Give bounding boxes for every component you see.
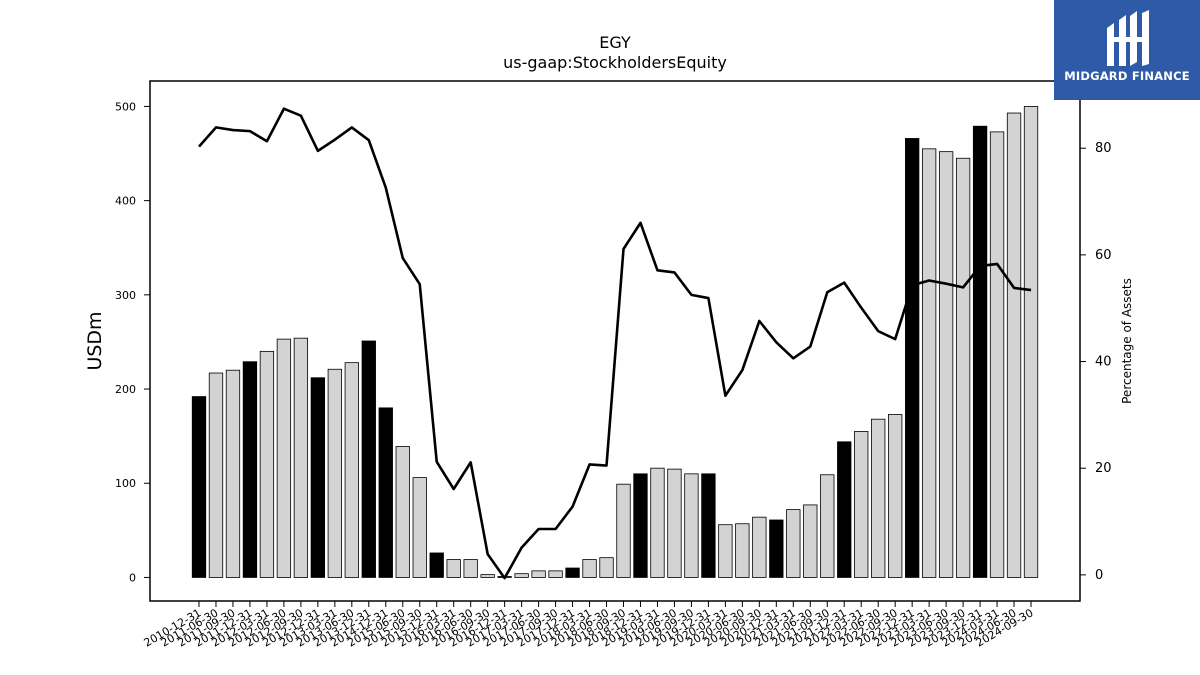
bar-2024-06-30 bbox=[1006, 112, 1022, 578]
bar-2021-12-31 bbox=[837, 441, 852, 578]
bar-2017-09-30 bbox=[548, 570, 563, 578]
y2-tick-label: 80 bbox=[1095, 141, 1112, 156]
y-tick-label: 300 bbox=[115, 289, 136, 302]
brand-badge: MIDGARD FINANCE bbox=[1054, 0, 1200, 100]
bar-2022-09-30 bbox=[888, 414, 903, 578]
bar-2018-09-30 bbox=[616, 483, 631, 578]
y2-tick-label: 60 bbox=[1095, 248, 1112, 263]
bar-2023-09-30 bbox=[955, 157, 971, 578]
bar-2017-12-31 bbox=[565, 567, 580, 578]
bar-2011-12-31 bbox=[242, 361, 258, 578]
y-tick-label: 100 bbox=[115, 477, 136, 490]
bar-2013-03-31 bbox=[327, 368, 342, 578]
y-tick-label: 500 bbox=[115, 100, 136, 113]
brand-name: MIDGARD FINANCE bbox=[1064, 69, 1190, 83]
bar-2020-09-30 bbox=[752, 516, 767, 578]
y-axis-left: 0 100 200 300 400 500 bbox=[115, 100, 150, 584]
bar-2018-12-31 bbox=[633, 473, 648, 578]
bar-2015-12-31 bbox=[429, 552, 444, 578]
plot-frame bbox=[149, 80, 1081, 602]
bar-2010-12-31 bbox=[191, 396, 207, 578]
bar-2020-06-30 bbox=[735, 523, 750, 578]
bar-2013-12-31 bbox=[361, 340, 376, 578]
y-tick-label: 200 bbox=[115, 383, 136, 396]
bar-2020-03-31 bbox=[718, 524, 733, 578]
bar-2019-03-31 bbox=[650, 467, 665, 578]
bar-2016-09-30 bbox=[480, 574, 495, 578]
y-tick-label: 0 bbox=[129, 571, 136, 584]
bar-2022-03-31 bbox=[854, 431, 869, 578]
bar-2021-09-30 bbox=[820, 474, 835, 578]
chart-title: EGY bbox=[599, 33, 631, 52]
bar-2011-06-30 bbox=[208, 372, 224, 578]
bar-2013-06-30 bbox=[344, 362, 359, 578]
bar-2022-12-31 bbox=[905, 138, 920, 578]
bar-2023-12-31 bbox=[972, 125, 988, 578]
bar-2019-09-30 bbox=[684, 473, 699, 578]
bar-2020-12-31 bbox=[769, 519, 784, 578]
bar-2021-06-30 bbox=[803, 504, 818, 578]
bar-2024-03-31 bbox=[989, 131, 1005, 578]
bar-2012-06-30 bbox=[276, 338, 292, 578]
percentage-line bbox=[198, 107, 1032, 580]
bar-2011-09-30 bbox=[225, 369, 241, 578]
bar-2017-03-31 bbox=[514, 573, 529, 578]
y-tick-label: 400 bbox=[115, 195, 136, 208]
bar-2022-06-30 bbox=[871, 418, 886, 578]
bar-2012-09-30 bbox=[293, 337, 309, 578]
bar-2014-12-31 bbox=[378, 407, 393, 578]
bar-2012-12-31 bbox=[310, 377, 326, 578]
y2-tick-label: 0 bbox=[1095, 568, 1103, 583]
bar-2018-03-31 bbox=[582, 559, 597, 578]
bar-2012-03-31 bbox=[259, 350, 275, 578]
y2-tick-label: 20 bbox=[1095, 461, 1112, 476]
bar-2021-03-31 bbox=[786, 509, 801, 578]
bar-2019-12-31 bbox=[701, 473, 716, 578]
y2-axis-label: Percentage of Assets bbox=[1120, 278, 1134, 404]
bar-2016-03-31 bbox=[446, 559, 461, 578]
bar-2023-03-31 bbox=[921, 148, 937, 578]
bar-2015-06-30 bbox=[395, 446, 410, 578]
bar-2016-06-30 bbox=[463, 559, 478, 578]
y-axis-right: 0 20 40 60 80 bbox=[1080, 141, 1112, 583]
y2-tick-label: 40 bbox=[1095, 355, 1112, 370]
bar-series bbox=[191, 106, 1039, 578]
bar-2017-06-30 bbox=[531, 570, 546, 578]
bar-2023-06-30 bbox=[938, 151, 954, 578]
y-axis-label: USDm bbox=[84, 311, 106, 370]
bar-2015-09-30 bbox=[412, 477, 427, 578]
chart-subtitle: us-gaap:StockholdersEquity bbox=[503, 53, 727, 72]
midgard-logo-icon bbox=[1107, 10, 1149, 66]
bar-2024-09-30 bbox=[1023, 106, 1039, 578]
bar-2018-06-30 bbox=[599, 557, 614, 578]
bar-2019-06-30 bbox=[667, 468, 682, 578]
x-axis: 2010-12-312011-06-302011-09-302011-12-31… bbox=[142, 601, 1036, 650]
